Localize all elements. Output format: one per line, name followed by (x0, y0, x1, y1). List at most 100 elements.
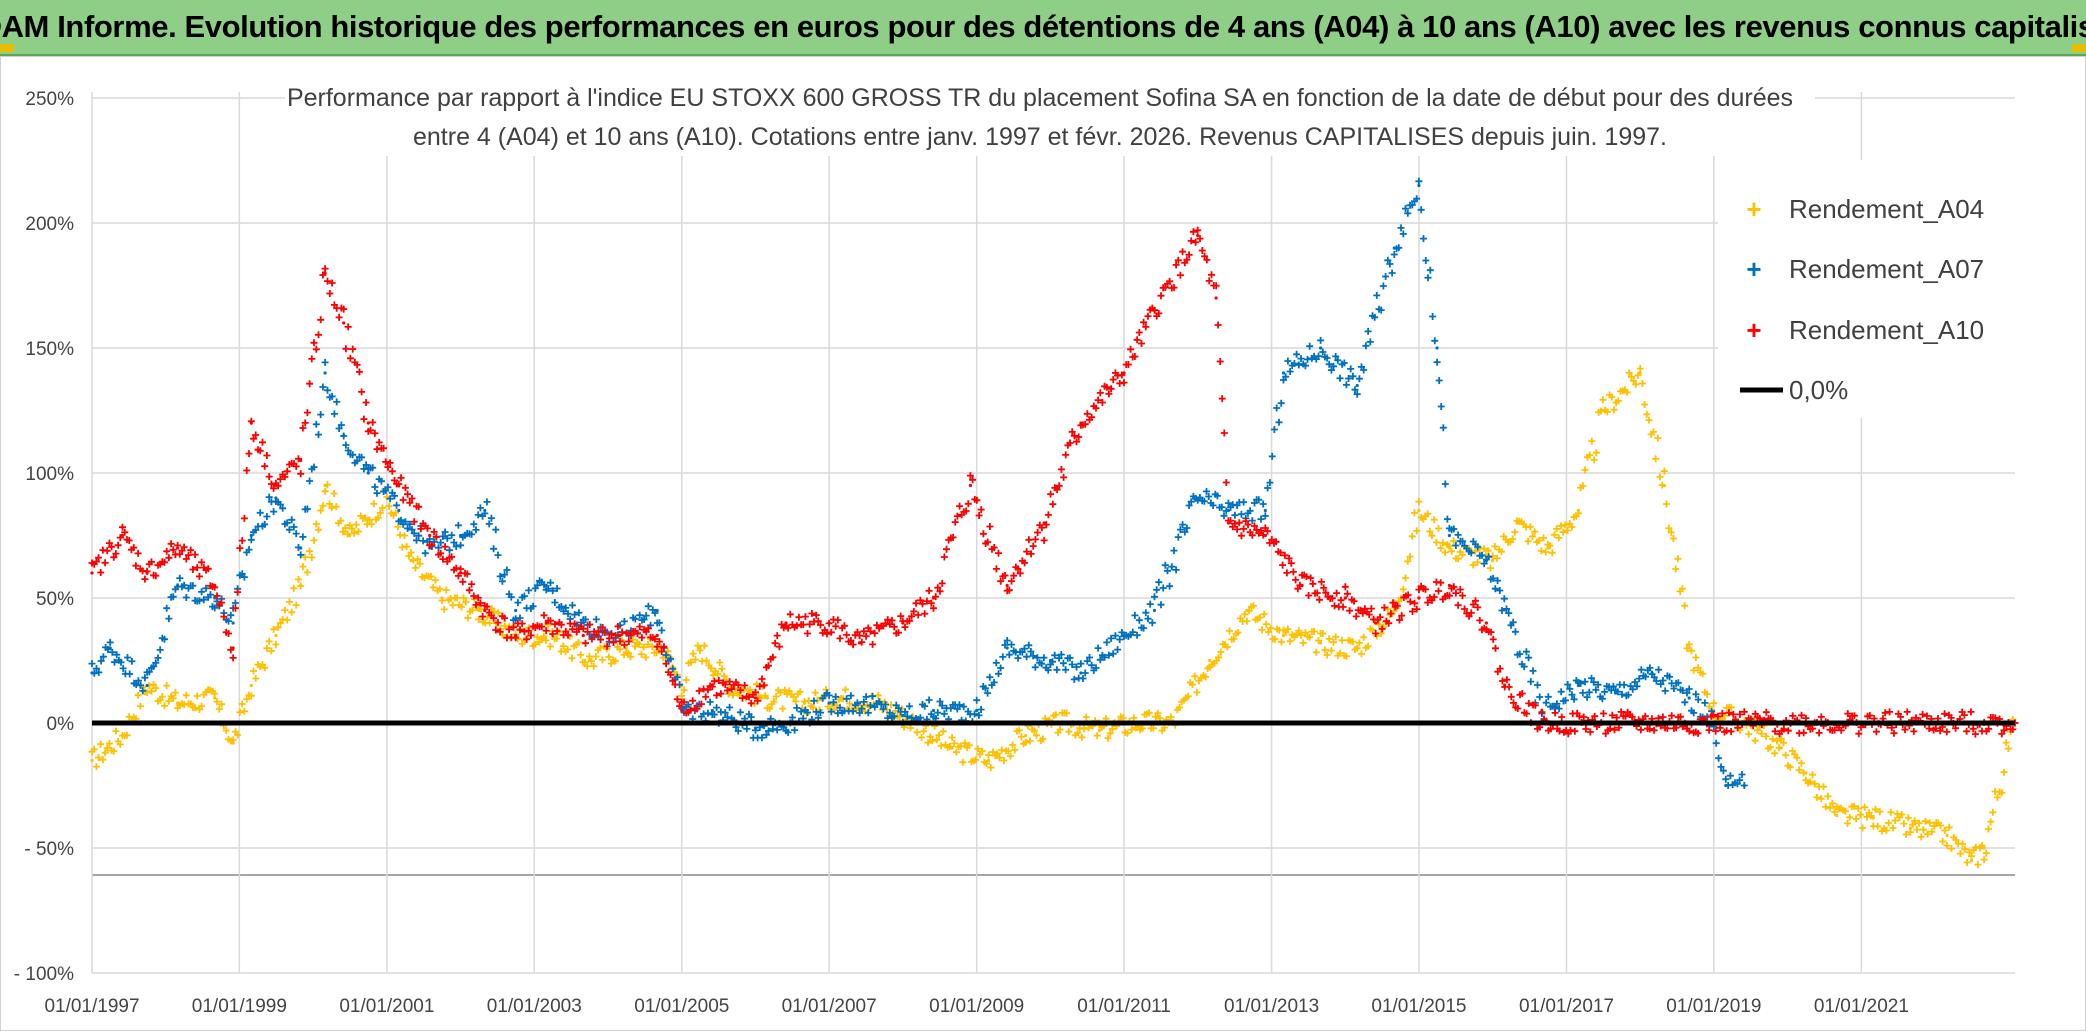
x-tick-label: 01/01/2017 (1519, 996, 1614, 1017)
data-point (274, 496, 278, 500)
data-point (213, 596, 217, 600)
data-point (975, 708, 979, 713)
data-point (1281, 633, 1286, 638)
data-point (1724, 783, 1728, 788)
data-point (1097, 728, 1101, 733)
title-banner: ADAM Informe. Evolution historique des p… (0, 0, 2086, 56)
data-point (1196, 233, 1200, 238)
data-point (1196, 496, 1200, 500)
x-tick-label: 01/01/2013 (1224, 996, 1319, 1017)
data-point (1355, 383, 1359, 388)
x-tick-label: 01/01/2019 (1666, 996, 1761, 1017)
y-tick-label: 50% (36, 589, 74, 610)
data-point (1546, 546, 1550, 550)
data-point (1417, 183, 1421, 188)
data-point (858, 641, 862, 645)
chart-subtitle-line2: entre 4 (A04) et 10 ans (A10). Cotations… (413, 123, 1667, 151)
data-point (231, 741, 235, 745)
data-point (950, 746, 954, 750)
data-point (901, 713, 905, 718)
data-point (1226, 508, 1230, 513)
x-axis-ticks: 01/01/1997 01/01/1999 01/01/2001 01/01/2003… (44, 996, 1908, 1017)
x-tick-label: 01/01/2011 (1077, 996, 1171, 1017)
data-point (397, 483, 401, 488)
data-point (213, 696, 217, 700)
data-point (1687, 646, 1691, 650)
banner-corner-right (2072, 44, 2086, 52)
data-point (483, 608, 487, 613)
data-point (1650, 671, 1654, 675)
data-point (299, 458, 303, 463)
data-point (1152, 608, 1157, 613)
data-point (342, 433, 346, 438)
data-point (366, 471, 370, 475)
data-point (1638, 371, 1642, 375)
data-point (90, 758, 94, 763)
data-point (655, 608, 659, 613)
y-tick-label: 0% (47, 714, 75, 735)
y-axis-ticks: 250% 200% 150% 100% 50% 0% - 50% - 100% (14, 89, 74, 985)
data-point (440, 596, 444, 600)
data-point (1374, 621, 1378, 625)
y-tick-label: 150% (25, 339, 74, 360)
data-point (323, 271, 327, 275)
data-point (459, 533, 463, 538)
data-point (1435, 346, 1439, 350)
data-point (1042, 521, 1046, 525)
data-point (1122, 371, 1126, 375)
data-point (1263, 533, 1267, 538)
x-tick-label: 01/01/2007 (782, 996, 877, 1017)
data-point (1970, 858, 1974, 863)
data-point (765, 696, 770, 700)
data-point (348, 533, 352, 538)
banner-corner-left (0, 44, 14, 52)
data-point (366, 421, 370, 425)
data-point (931, 596, 936, 600)
legend-label-zero: 0,0% (1789, 375, 1848, 405)
data-point (1945, 833, 1949, 838)
chart-subtitle-line1: Performance par rapport à l'indice EU ST… (287, 84, 1793, 112)
data-point (1491, 558, 1495, 563)
y-tick-label: - 50% (24, 839, 74, 860)
data-point (858, 701, 862, 705)
data-point (1245, 608, 1249, 613)
subtitle-backdrop (285, 78, 1815, 156)
legend-label-a10: Rendement_A10 (1789, 315, 1984, 345)
data-point (1122, 633, 1126, 638)
legend-background (1718, 160, 2016, 418)
data-point (176, 701, 180, 705)
data-point (1024, 733, 1028, 738)
x-tick-label: 01/01/2001 (339, 996, 434, 1017)
data-point (145, 683, 149, 688)
data-point (753, 726, 758, 730)
data-point (231, 646, 235, 650)
legend-marker-a07: + (1746, 254, 1761, 284)
legend: + Rendement_A04 + Rendement_A07 + Rendem… (1718, 160, 2016, 418)
data-point (176, 583, 180, 588)
y-tick-label: - 100% (14, 964, 74, 985)
page-title: ADAM Informe. Evolution historique des p… (0, 9, 2086, 44)
data-point (1226, 521, 1230, 525)
data-point (249, 421, 253, 425)
data-point (1576, 508, 1580, 513)
data-point (299, 546, 303, 550)
data-point (1005, 583, 1009, 588)
data-point (120, 733, 125, 738)
series-rendement_a04 (88, 365, 2019, 869)
data-point (753, 696, 758, 700)
data-point (581, 621, 585, 625)
data-point (1355, 646, 1359, 650)
data-point (1613, 691, 1618, 695)
y-tick-label: 250% (25, 89, 74, 110)
data-point (1871, 816, 1875, 820)
data-point (581, 633, 585, 638)
data-point (968, 483, 973, 488)
series-rendement_a07 (88, 177, 1748, 789)
data-point (428, 533, 432, 538)
data-point (1079, 421, 1083, 425)
data-point (839, 696, 843, 700)
data-point (1742, 783, 1746, 788)
legend-label-a07: Rendement_A07 (1789, 254, 1984, 284)
data-point (931, 708, 936, 713)
data-point (827, 701, 831, 705)
